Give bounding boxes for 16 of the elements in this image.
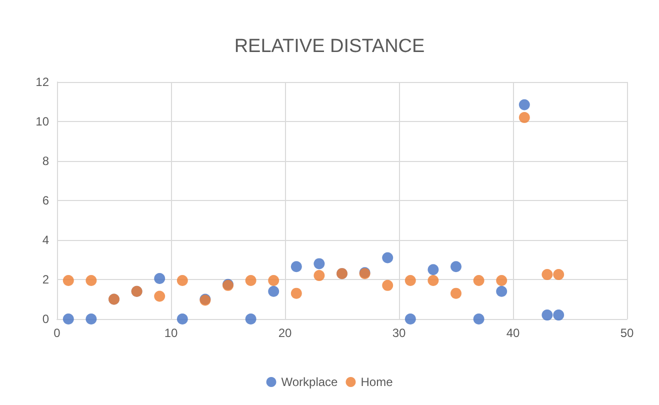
x-tick-label: 40	[506, 326, 520, 340]
legend-label: Home	[360, 375, 394, 389]
legend-label: Workplace	[281, 375, 338, 389]
y-tick-label: 8	[42, 154, 50, 168]
y-tick-label: 12	[36, 75, 50, 89]
y-tick-label: 10	[36, 114, 50, 128]
x-tick-label: 30	[392, 326, 406, 340]
y-tick-label: 2	[42, 272, 50, 286]
x-tick-label: 0	[54, 326, 61, 340]
x-tick-label: 20	[278, 326, 292, 340]
chart-title: RELATIVE DISTANCE	[234, 36, 425, 57]
y-tick-label: 4	[42, 233, 50, 247]
y-tick-label: 6	[42, 194, 50, 208]
x-tick-label: 10	[164, 326, 178, 340]
x-tick-label: 50	[620, 326, 634, 340]
y-tick-label: 0	[42, 312, 50, 326]
